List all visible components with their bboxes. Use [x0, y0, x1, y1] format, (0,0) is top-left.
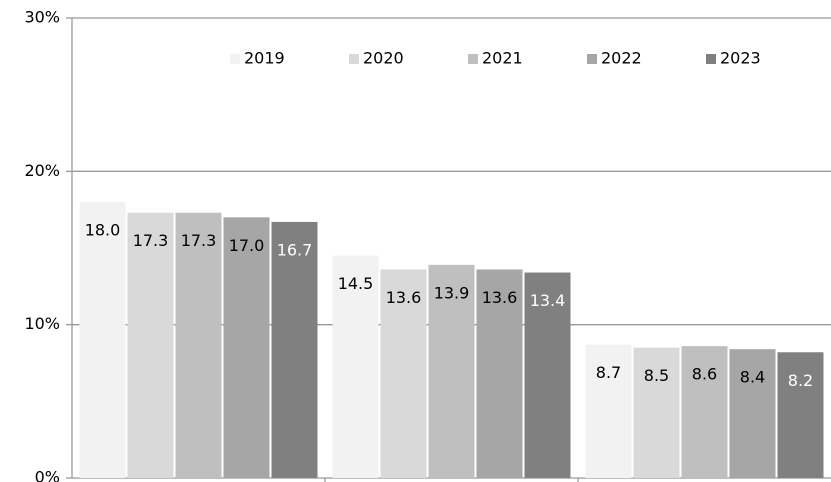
value-label: 13.6 — [482, 288, 518, 307]
bar — [175, 212, 222, 478]
value-label: 13.6 — [386, 288, 422, 307]
value-label: 17.0 — [229, 236, 265, 255]
y-tick-label: 30% — [24, 8, 60, 27]
bar — [380, 269, 427, 478]
bar — [777, 352, 824, 478]
value-label: 17.3 — [181, 231, 217, 250]
value-label: 8.2 — [788, 371, 813, 390]
bar — [127, 212, 174, 478]
legend-label: 2020 — [363, 49, 404, 68]
legend-swatch — [587, 54, 597, 64]
bar — [729, 349, 776, 478]
bar — [271, 221, 318, 478]
bar — [585, 344, 632, 478]
bar — [79, 202, 126, 478]
value-label: 8.5 — [644, 366, 669, 385]
legend-swatch — [468, 54, 478, 64]
value-label: 13.4 — [530, 291, 566, 310]
legend-swatch — [349, 54, 359, 64]
bar — [681, 346, 728, 478]
value-label: 8.7 — [596, 363, 621, 382]
value-label: 17.3 — [133, 231, 169, 250]
bar — [332, 255, 379, 478]
y-tick-label: 0% — [35, 468, 60, 482]
y-tick-label: 10% — [24, 314, 60, 333]
bar — [633, 347, 680, 478]
value-label: 8.6 — [692, 365, 717, 384]
bar — [428, 264, 475, 478]
legend-label: 2021 — [482, 49, 523, 68]
bar — [223, 217, 270, 479]
value-label: 16.7 — [277, 240, 313, 259]
y-tick-label: 20% — [24, 161, 60, 180]
legend-label: 2023 — [720, 49, 761, 68]
legend-swatch — [230, 54, 240, 64]
value-label: 13.9 — [434, 283, 470, 302]
legend-swatch — [706, 54, 716, 64]
value-label: 18.0 — [85, 221, 121, 240]
bar — [524, 272, 571, 478]
legend-label: 2022 — [601, 49, 642, 68]
value-label: 14.5 — [338, 274, 374, 293]
bar — [476, 269, 523, 478]
legend-label: 2019 — [244, 49, 285, 68]
value-label: 8.4 — [740, 368, 765, 387]
